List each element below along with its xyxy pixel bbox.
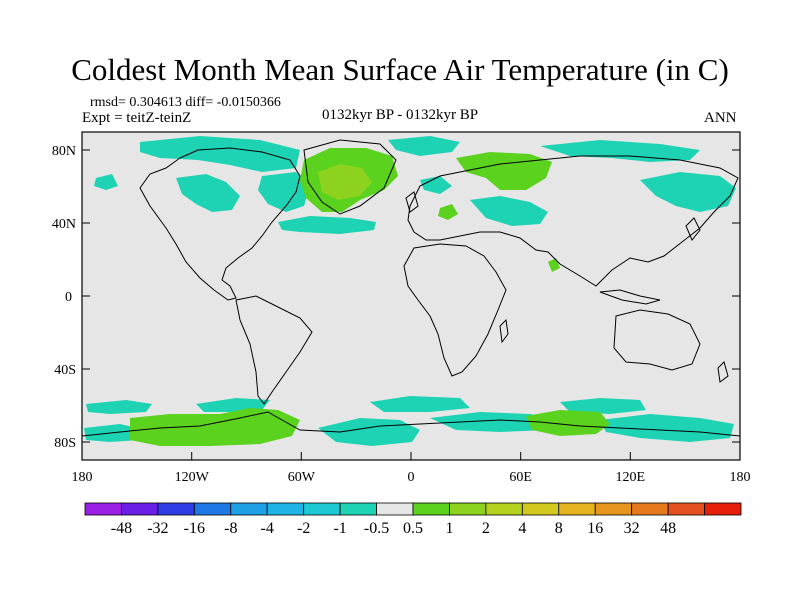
coast-indonesia [599, 289, 661, 305]
lat-label-80s: 80S [54, 436, 76, 451]
colorbar-labels: -48 -32 -16 -8 -4 -2 -1 -0.5 0.5 1 2 4 8 16 32 48 [111, 520, 676, 537]
colorbar-label-13: 16 [587, 520, 603, 537]
lon-label-180e: 180 [730, 470, 751, 485]
colorbar-box-0 [84, 502, 122, 516]
cool-patch-southern-indian [370, 396, 470, 412]
colorbar-box-14 [594, 502, 633, 516]
coast-greenland [303, 139, 397, 215]
cool-patch-atlantic [278, 216, 376, 234]
warm-patch-antarctic-west [130, 408, 300, 446]
coast-south-america [235, 295, 313, 405]
experiment-line: Expt = teitZ-teinZ [82, 110, 192, 126]
colorbar-box-15 [631, 502, 669, 516]
warm-patch-scandinavia-small [438, 204, 458, 220]
cool-patch-south-far-east [560, 398, 646, 414]
colorbar-box-9 [412, 502, 450, 516]
cool-patch-north-sea [420, 176, 452, 194]
colorbar-label-15: 48 [660, 520, 676, 537]
warmer-anomaly-patches [318, 164, 372, 200]
coastlines [82, 139, 740, 437]
period-line: 0132kyr BP - 0132kyr BP [322, 107, 479, 123]
cool-patch-arctic-ocean [388, 136, 460, 156]
lat-label-40s: 40S [54, 363, 76, 378]
warm-patch-antarctic-east [526, 410, 610, 436]
colorbar-label-6: -1 [333, 520, 346, 537]
colorbar [84, 502, 742, 516]
colorbar-box-13 [558, 502, 596, 516]
colorbar-label-8: 0.5 [403, 520, 423, 537]
map-title: Coldest Month Mean Surface Air Temperatu… [71, 52, 729, 87]
lat-ticks [82, 149, 740, 443]
warmer-patch-greenland-core [318, 164, 372, 200]
coast-north-america [139, 147, 301, 301]
coast-eurasia [407, 155, 739, 287]
cool-patch-central-asia [470, 196, 548, 226]
lat-label-40n: 40N [52, 217, 76, 232]
cool-patch-arctic-canada [140, 136, 300, 172]
coast-australia [613, 309, 701, 371]
colorbar-label-11: 4 [518, 520, 526, 537]
coast-africa [403, 243, 507, 377]
colorbar-box-7 [339, 502, 377, 516]
cool-patch-pacific-nw [94, 174, 118, 190]
lon-ticks [81, 452, 741, 460]
colorbar-label-1: -32 [147, 520, 168, 537]
colorbar-label-2: -16 [184, 520, 205, 537]
colorbar-label-10: 2 [482, 520, 490, 537]
coast-antarctica [82, 411, 740, 437]
coast-madagascar [499, 318, 509, 344]
cool-patch-siberia [540, 140, 700, 162]
colorbar-box-6 [303, 502, 341, 516]
colorbar-label-0: -48 [111, 520, 132, 537]
colorbar-box-4 [230, 502, 268, 516]
colorbar-box-3 [193, 502, 232, 516]
colorbar-label-3: -8 [224, 520, 237, 537]
colorbar-box-16 [667, 502, 705, 516]
colorbar-label-14: 32 [624, 520, 640, 537]
colorbar-box-12 [521, 502, 560, 516]
colorbar-box-1 [121, 502, 159, 516]
colorbar-box-2 [157, 502, 195, 516]
cool-anomaly-patches [84, 136, 736, 446]
lon-label-0: 0 [408, 470, 415, 485]
cool-patch-nw-canada [176, 174, 240, 212]
anomaly-fields [82, 136, 740, 446]
lat-label-0: 0 [65, 290, 72, 305]
coast-japan [685, 217, 701, 241]
colorbar-box-8 [376, 502, 414, 516]
lon-label-60e: 60E [509, 470, 532, 485]
cool-patch-east-asia [640, 172, 736, 212]
lon-label-180w: 180 [72, 470, 93, 485]
colorbar-box-11 [485, 502, 523, 516]
colorbar-label-5: -2 [297, 520, 310, 537]
lon-label-120e: 120E [616, 470, 646, 485]
coast-new-zealand [717, 361, 729, 383]
lon-label-120w: 120W [175, 470, 210, 485]
colorbar-label-7: -0.5 [364, 520, 389, 537]
lat-label-80n: 80N [52, 144, 76, 159]
colorbar-box-5 [266, 502, 305, 516]
coast-uk [405, 191, 419, 213]
colorbar-box-17 [704, 502, 742, 516]
cool-patch-ross-sea [600, 414, 734, 442]
colorbar-box-10 [449, 502, 487, 516]
lon-label-60w: 60W [288, 470, 316, 485]
cool-patch-hudson [258, 172, 310, 212]
stats-line: rmsd= 0.304613 diff= -0.0150366 [90, 95, 281, 110]
colorbar-label-12: 8 [555, 520, 563, 537]
cool-patch-southern-pacific [86, 400, 152, 414]
colorbar-label-9: 1 [445, 520, 453, 537]
colorbar-label-4: -4 [261, 520, 274, 537]
season-label: ANN [704, 110, 737, 126]
warm-anomaly-patches [130, 148, 610, 446]
